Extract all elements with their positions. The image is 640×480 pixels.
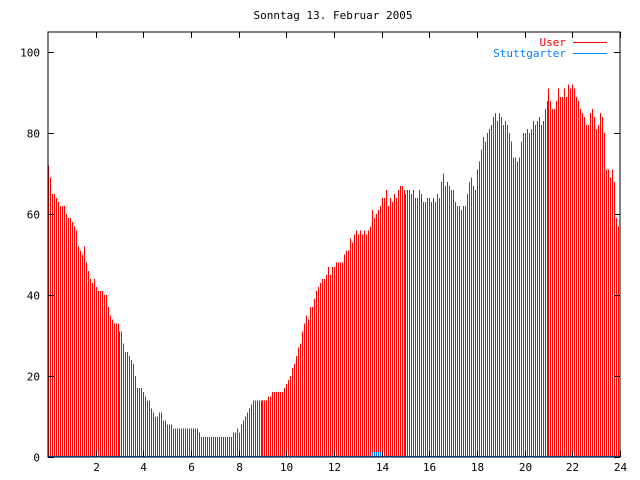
x-tick-label: 10 bbox=[280, 461, 293, 474]
y-tick-label: 0 bbox=[33, 452, 40, 465]
y-tick-label: 20 bbox=[27, 371, 40, 384]
x-tick-label: 16 bbox=[423, 461, 436, 474]
x-tick-label: 24 bbox=[614, 461, 628, 474]
legend-label-user: User bbox=[540, 36, 567, 49]
y-tick-label: 80 bbox=[27, 128, 40, 141]
x-tick-label: 2 bbox=[93, 461, 100, 474]
x-tick-label: 6 bbox=[188, 461, 195, 474]
x-tick-label: 12 bbox=[328, 461, 341, 474]
y-axis: 0 20 40 60 80 100 bbox=[20, 47, 620, 465]
x-tick-label: 22 bbox=[566, 461, 579, 474]
chart-title: Sonntag 13. Februar 2005 bbox=[254, 9, 413, 22]
x-tick-label: 4 bbox=[140, 461, 147, 474]
y-tick-label: 40 bbox=[27, 290, 40, 303]
x-tick-label: 8 bbox=[236, 461, 243, 474]
legend-label-stuttgarter: Stuttgarter bbox=[493, 47, 566, 60]
x-tick-label: 14 bbox=[376, 461, 390, 474]
x-axis: 2 4 6 8 10 12 14 16 18 20 22 24 bbox=[93, 32, 627, 474]
y-tick-label: 100 bbox=[20, 47, 40, 60]
x-tick-label: 20 bbox=[519, 461, 532, 474]
legend: User Stuttgarter bbox=[493, 36, 607, 60]
user-impulses bbox=[48, 84, 619, 457]
y-tick-label: 60 bbox=[27, 209, 40, 222]
x-tick-label: 18 bbox=[471, 461, 484, 474]
